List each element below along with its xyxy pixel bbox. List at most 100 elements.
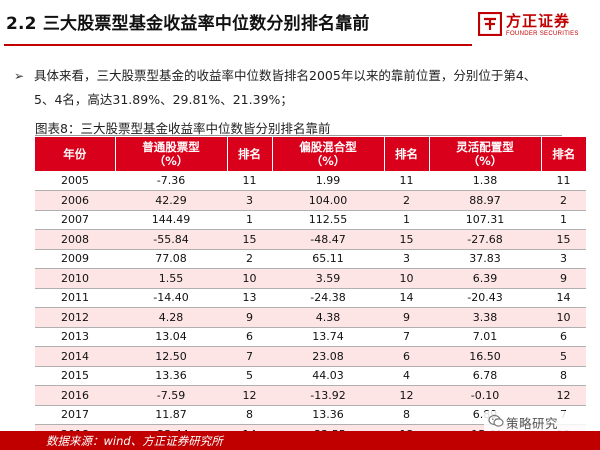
return-cell: 13.36: [115, 366, 227, 386]
header-label: 排名: [395, 147, 418, 161]
return-cell: 11.87: [115, 405, 227, 425]
return-cell: -27.68: [429, 229, 541, 250]
return-cell: 3.59: [272, 268, 384, 289]
year-cell: 2005: [35, 171, 115, 191]
return-cell: 144.49: [115, 210, 227, 230]
year-cell: 2013: [35, 327, 115, 347]
return-cell: 13.74: [272, 327, 384, 347]
table-row: 2009 77.08 2 65.11 3 37.83 3: [35, 249, 586, 269]
header-label: 排名: [238, 147, 261, 161]
year-cell: 2016: [35, 385, 115, 406]
header-divider: [4, 44, 472, 46]
logo-text-en: FOUNDER SECURITIES: [506, 31, 579, 37]
header-label: 普通股票型: [142, 140, 200, 154]
rank-cell: 2: [384, 190, 429, 211]
header-cell: 偏股混合型 （%）: [272, 137, 385, 171]
table-header-row: 年份 普通股票型 （%） 排名 偏股混合型 （%） 排名 灵活配置型 （%） 排名: [35, 137, 586, 171]
rank-cell: 11: [227, 171, 272, 191]
return-cell: -7.59: [115, 385, 227, 406]
year-cell: 2015: [35, 366, 115, 386]
rank-cell: 1: [227, 210, 272, 230]
rank-cell: 12: [541, 385, 586, 406]
rank-cell: 12: [384, 385, 429, 406]
return-cell: 16.50: [429, 346, 541, 367]
header-unit: （%）: [153, 154, 189, 168]
header-cell: 年份: [35, 137, 116, 171]
return-cell: 88.97: [429, 190, 541, 211]
return-cell: 44.03: [272, 366, 384, 386]
return-cell: -48.47: [272, 229, 384, 250]
return-cell: 1.38: [429, 171, 541, 191]
rank-cell: 2: [227, 249, 272, 269]
header-unit: （%）: [467, 154, 503, 168]
return-cell: 112.55: [272, 210, 384, 230]
return-cell: -55.84: [115, 229, 227, 250]
rank-cell: 12: [227, 385, 272, 406]
year-cell: 2010: [35, 268, 115, 289]
return-cell: 6.39: [429, 268, 541, 289]
rank-cell: 15: [541, 229, 586, 250]
footer-bar: 数据来源：wind、方正证券研究所: [0, 431, 600, 450]
watermark-text: 策略研究: [506, 416, 559, 431]
logo-text-cn: 方正证券: [506, 12, 571, 30]
rank-cell: 5: [227, 366, 272, 386]
year-cell: 2012: [35, 307, 115, 328]
return-cell: -0.10: [429, 385, 541, 406]
return-cell: 4.28: [115, 307, 227, 328]
header-label: 年份: [63, 147, 87, 161]
slide-header: 2.2 三大股票型基金收益率中位数分别排名靠前 方正证券 FOUNDER SEC…: [0, 0, 600, 52]
rank-cell: 6: [227, 327, 272, 347]
return-cell: 3.38: [429, 307, 541, 328]
table-row: 2014 12.50 7 23.08 6 16.50 5: [35, 346, 586, 367]
year-cell: 2006: [35, 190, 115, 211]
year-cell: 2008: [35, 229, 115, 250]
return-cell: 23.08: [272, 346, 384, 367]
table-row: 2007 144.49 1 112.55 1 107.31 1: [35, 210, 586, 230]
table-row: 2008 -55.84 15 -48.47 15 -27.68 15: [35, 229, 586, 250]
founder-logo-icon: [478, 12, 502, 36]
rank-cell: 7: [227, 346, 272, 367]
year-cell: 2007: [35, 210, 115, 230]
header-cell: 普通股票型 （%）: [115, 137, 228, 171]
return-cell: 37.83: [429, 249, 541, 269]
rank-cell: 8: [227, 405, 272, 425]
return-cell: 1.99: [272, 171, 384, 191]
rank-cell: 15: [227, 229, 272, 250]
return-cell: 77.08: [115, 249, 227, 269]
return-cell: -24.38: [272, 288, 384, 308]
return-cell: 12.50: [115, 346, 227, 367]
table-row: 2006 42.29 3 104.00 2 88.97 2: [35, 190, 586, 211]
table-row: 2010 1.55 10 3.59 10 6.39 9: [35, 268, 586, 289]
table-body: 2005 -7.36 11 1.99 11 1.38 11 2006 42.29 3 104.00 2…: [35, 171, 586, 450]
year-cell: 2009: [35, 249, 115, 269]
rank-cell: 3: [541, 249, 586, 269]
table-row: 2013 13.04 6 13.74 7 7.01 6: [35, 327, 586, 347]
rank-cell: 14: [384, 288, 429, 308]
rank-cell: 8: [384, 405, 429, 425]
header-cell: 排名: [227, 137, 273, 171]
rank-cell: 1: [541, 210, 586, 230]
rank-cell: 6: [541, 327, 586, 347]
return-cell: 65.11: [272, 249, 384, 269]
ranking-table: 年份 普通股票型 （%） 排名 偏股混合型 （%） 排名 灵活配置型 （%） 排名 2005 -7.…: [35, 137, 586, 450]
table-row: 2012 4.28 9 4.38 9 3.38 10: [35, 307, 586, 328]
return-cell: -20.43: [429, 288, 541, 308]
slide-title: 2.2 三大股票型基金收益率中位数分别排名靠前: [6, 14, 370, 34]
rank-cell: 4: [384, 366, 429, 386]
return-cell: 4.38: [272, 307, 384, 328]
table-row: 2005 -7.36 11 1.99 11 1.38 11: [35, 171, 586, 191]
bullet-text: 具体来看，三大股票型基金的收益率中位数皆排名2005年以来的靠前位置，分别位于第…: [34, 68, 537, 107]
header-label: 灵活配置型: [456, 140, 514, 154]
rank-cell: 1: [384, 210, 429, 230]
rank-cell: 11: [541, 171, 586, 191]
table-row: 2011 -14.40 13 -24.38 14 -20.43 14: [35, 288, 586, 308]
figure-caption: 图表8：三大股票型基金收益率中位数皆分别排名靠前: [35, 121, 331, 136]
return-cell: 107.31: [429, 210, 541, 230]
return-cell: 1.55: [115, 268, 227, 289]
caption-divider: [35, 135, 562, 136]
year-cell: 2014: [35, 346, 115, 367]
rank-cell: 10: [384, 268, 429, 289]
bullet-paragraph: ➢ 具体来看，三大股票型基金的收益率中位数皆排名2005年以来的靠前位置，分别位…: [14, 64, 554, 112]
year-cell: 2017: [35, 405, 115, 425]
rank-cell: 14: [541, 288, 586, 308]
